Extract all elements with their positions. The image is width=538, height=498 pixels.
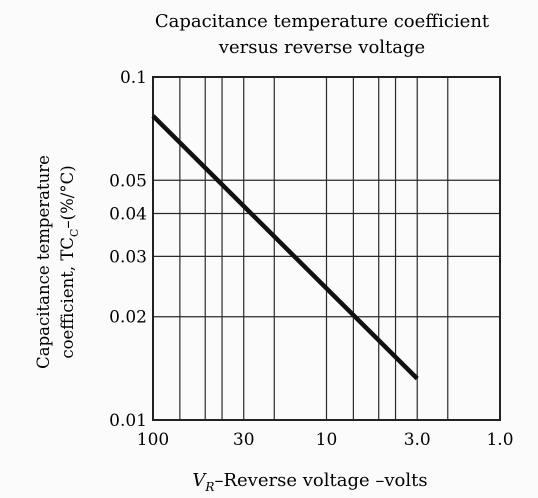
y-axis-label-line-2: coefficient, TCC–(%/°C) — [58, 165, 81, 358]
y-axis-label-line-1: Capacitance temperature — [34, 155, 53, 369]
y-tick-label: 0.02 — [109, 308, 147, 328]
y-tick-label: 0.01 — [109, 411, 147, 431]
x-tick-label: 1.0 — [486, 430, 513, 450]
x-axis-label: VR–Reverse voltage –volts — [192, 470, 427, 494]
plot-frame — [152, 76, 501, 421]
x-tick-label: 30 — [233, 430, 255, 450]
y-tick-label: 0.1 — [120, 68, 147, 88]
series-line — [151, 114, 419, 381]
x-tick-label: 10 — [316, 430, 338, 450]
y-tick-label: 0.04 — [109, 204, 147, 224]
x-tick-labels: 100 30 10 3.0 1.0 — [137, 430, 514, 450]
y-tick-label: 0.03 — [109, 247, 147, 267]
x-tick-label: 3.0 — [404, 430, 431, 450]
x-tick-label: 100 — [137, 430, 169, 450]
chart-title-line-2: versus reverse voltage — [218, 37, 425, 58]
y-tick-labels: 0.1 0.05 0.04 0.03 0.02 0.01 — [109, 68, 147, 431]
y-axis-label: Capacitance temperature coefficient, TCC… — [34, 155, 81, 369]
series-layer — [151, 114, 419, 381]
y-tick-label: 0.05 — [109, 171, 147, 191]
chart-title-line-1: Capacitance temperature coefficient — [155, 11, 490, 32]
grid — [152, 76, 501, 421]
chart-title: Capacitance temperature coefficient vers… — [155, 11, 490, 58]
